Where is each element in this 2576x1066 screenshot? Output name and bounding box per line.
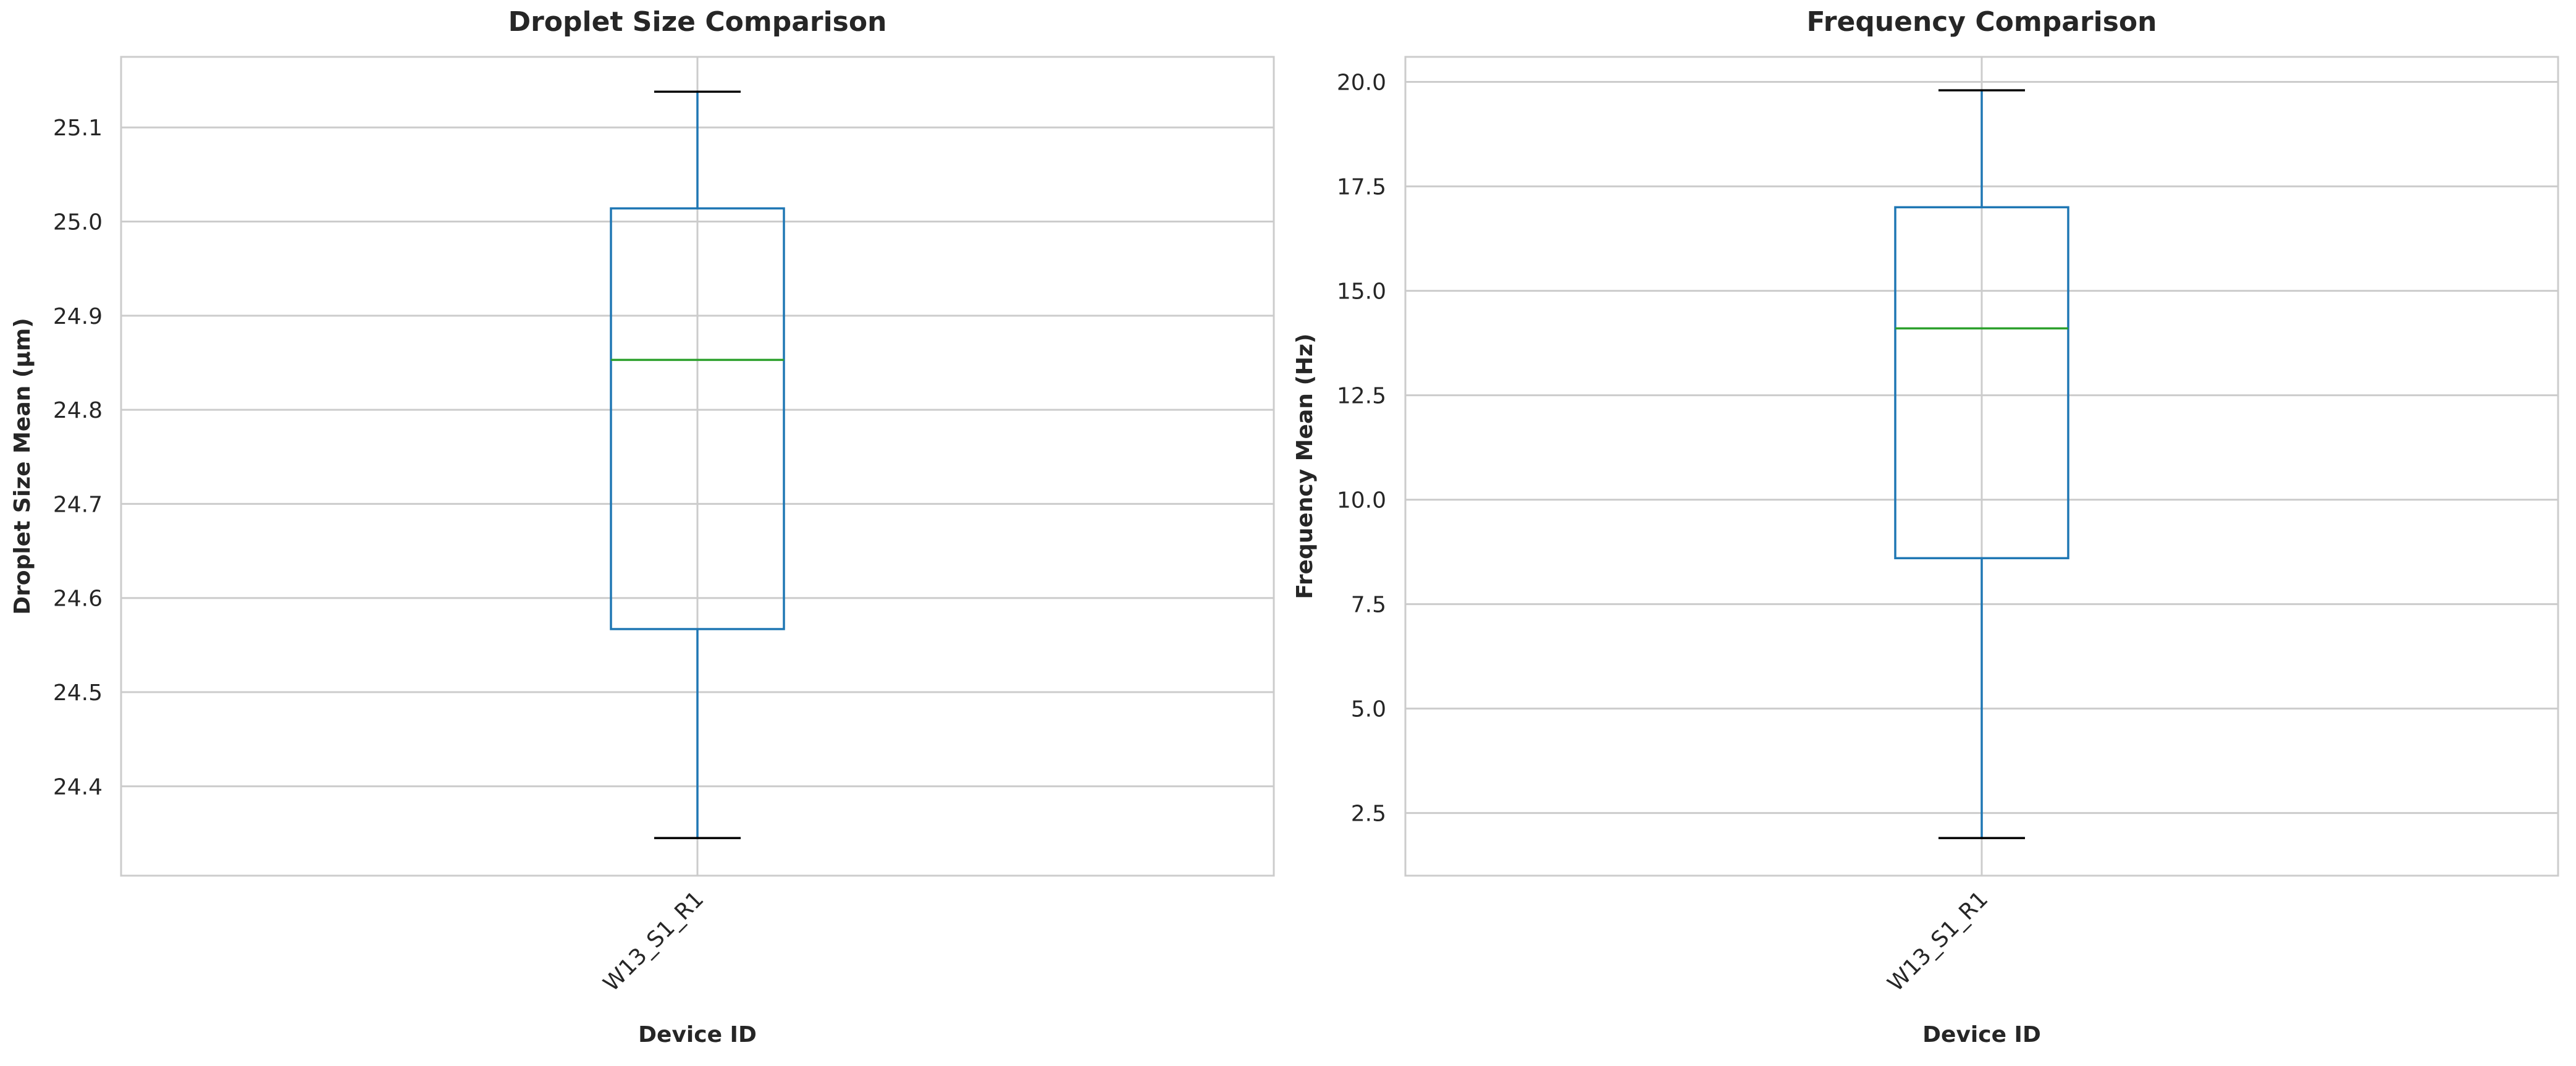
- frequency-y-tick-label: 10.0: [1337, 488, 1386, 514]
- frequency-grid: [1405, 57, 2558, 876]
- droplet-size-y-ticks: 24.4 24.5 24.6 24.7 24.8 24.9 25.0 25.1: [53, 116, 103, 800]
- frequency-boxes: [1894, 89, 2069, 839]
- droplet-size-box: [610, 207, 785, 630]
- droplet-size-y-tick-label: 24.8: [53, 398, 103, 423]
- droplet-size-plot-frame: [120, 56, 1275, 877]
- droplet-size-y-tick-label: 24.5: [53, 680, 103, 706]
- frequency-y-tick-label: 15.0: [1337, 279, 1386, 305]
- frequency-y-tick-label: 20.0: [1337, 70, 1386, 96]
- frequency-y-ticks: 2.5 5.0 7.5 10.0 12.5 15.0 17.5 20.0: [1337, 70, 1386, 827]
- frequency-y-tick-label: 17.5: [1337, 175, 1386, 200]
- droplet-size-y-tick-label: 24.9: [53, 304, 103, 329]
- frequency-y-axis-label: Frequency Mean (Hz): [1292, 334, 1318, 599]
- frequency-plot-frame: [1404, 56, 2559, 877]
- droplet-size-y-axis-label: Droplet Size Mean (µm): [10, 318, 35, 614]
- frequency-chart-title: Frequency Comparison: [1807, 6, 2157, 38]
- droplet-size-chart-title: Droplet Size Comparison: [508, 6, 887, 38]
- droplet-size-y-tick-label: 25.0: [53, 210, 103, 235]
- droplet-size-x-axis-label: Device ID: [638, 1022, 757, 1047]
- frequency-x-axis-label: Device ID: [1922, 1022, 2041, 1047]
- droplet-size-y-tick-label: 25.1: [53, 116, 103, 141]
- frequency-y-tick-label: 5.0: [1351, 697, 1386, 722]
- droplet-size-y-tick-label: 24.6: [53, 586, 103, 612]
- droplet-size-grid: [121, 57, 1274, 876]
- droplet-size-y-tick-label: 24.4: [53, 774, 103, 800]
- droplet-size-y-tick-label: 24.7: [53, 492, 103, 517]
- droplet-size-boxes: [610, 90, 785, 839]
- frequency-box: [1894, 206, 2069, 559]
- frequency-y-tick-label: 7.5: [1351, 593, 1386, 618]
- frequency-y-tick-label: 2.5: [1351, 802, 1386, 827]
- frequency-y-tick-label: 12.5: [1337, 384, 1386, 409]
